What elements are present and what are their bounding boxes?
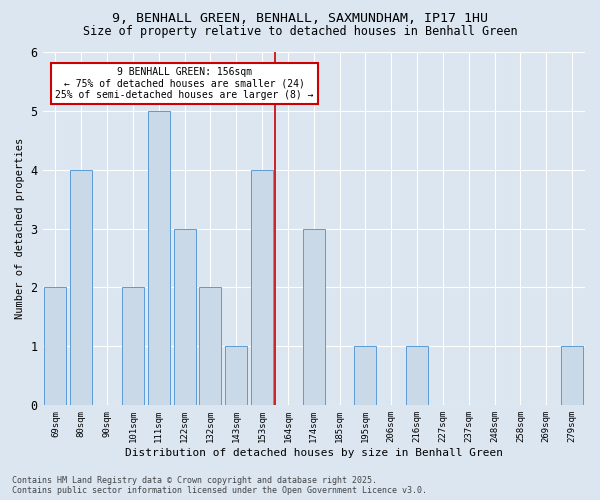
Bar bbox=[70, 170, 92, 405]
Text: Size of property relative to detached houses in Benhall Green: Size of property relative to detached ho… bbox=[83, 25, 517, 38]
Bar bbox=[199, 288, 221, 405]
Bar bbox=[406, 346, 428, 405]
Bar bbox=[303, 228, 325, 405]
Bar bbox=[44, 288, 67, 405]
Y-axis label: Number of detached properties: Number of detached properties bbox=[15, 138, 25, 320]
Text: Contains HM Land Registry data © Crown copyright and database right 2025.
Contai: Contains HM Land Registry data © Crown c… bbox=[12, 476, 427, 495]
Bar bbox=[561, 346, 583, 405]
Bar bbox=[148, 111, 170, 405]
Text: 9, BENHALL GREEN, BENHALL, SAXMUNDHAM, IP17 1HU: 9, BENHALL GREEN, BENHALL, SAXMUNDHAM, I… bbox=[112, 12, 488, 26]
X-axis label: Distribution of detached houses by size in Benhall Green: Distribution of detached houses by size … bbox=[125, 448, 503, 458]
Bar bbox=[173, 228, 196, 405]
Text: 9 BENHALL GREEN: 156sqm
← 75% of detached houses are smaller (24)
25% of semi-de: 9 BENHALL GREEN: 156sqm ← 75% of detache… bbox=[55, 67, 314, 100]
Bar bbox=[355, 346, 376, 405]
Bar bbox=[251, 170, 273, 405]
Bar bbox=[122, 288, 144, 405]
Bar bbox=[225, 346, 247, 405]
